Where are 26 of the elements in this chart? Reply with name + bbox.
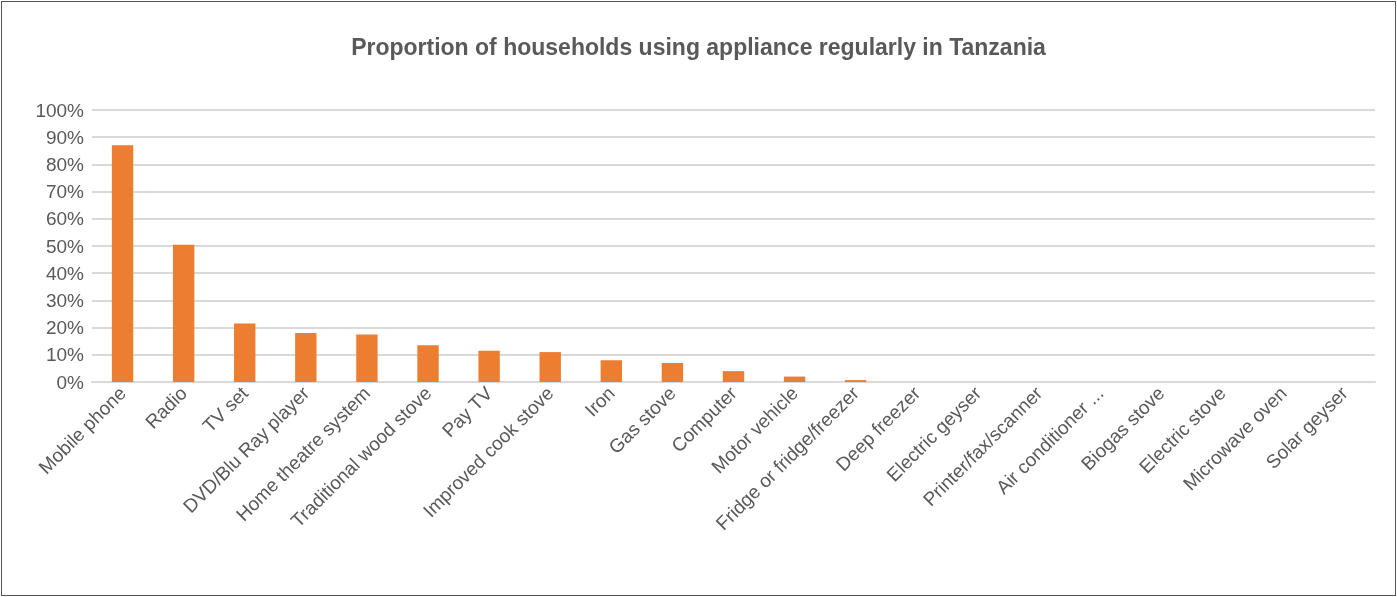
y-tick-label: 20% xyxy=(45,317,85,339)
y-tick-label: 50% xyxy=(45,235,85,257)
y-tick-label: 90% xyxy=(45,126,85,148)
bar xyxy=(722,371,745,382)
bar xyxy=(356,334,378,382)
chart-title: Proportion of households using appliance regularly in Tanzania xyxy=(351,33,1047,60)
bar xyxy=(661,362,684,382)
y-tick-label: 60% xyxy=(45,208,85,230)
bar xyxy=(539,352,561,382)
y-tick-label: 70% xyxy=(45,181,85,203)
y-tick-label: 10% xyxy=(45,344,85,366)
bar xyxy=(478,350,500,382)
x-tick-label: TV set xyxy=(198,382,253,437)
bar xyxy=(295,333,317,382)
y-tick-label: 0% xyxy=(56,371,85,393)
y-tick-label: 40% xyxy=(45,262,85,284)
bar xyxy=(234,323,256,382)
bar xyxy=(600,360,622,382)
bar xyxy=(417,345,439,382)
x-tick-label: Iron xyxy=(580,382,619,421)
y-tick-label: 80% xyxy=(45,153,85,175)
bar xyxy=(172,244,195,382)
y-tick-label: 30% xyxy=(45,289,85,311)
bar xyxy=(783,376,806,382)
bar xyxy=(111,145,134,382)
y-tick-label: 100% xyxy=(35,99,85,121)
